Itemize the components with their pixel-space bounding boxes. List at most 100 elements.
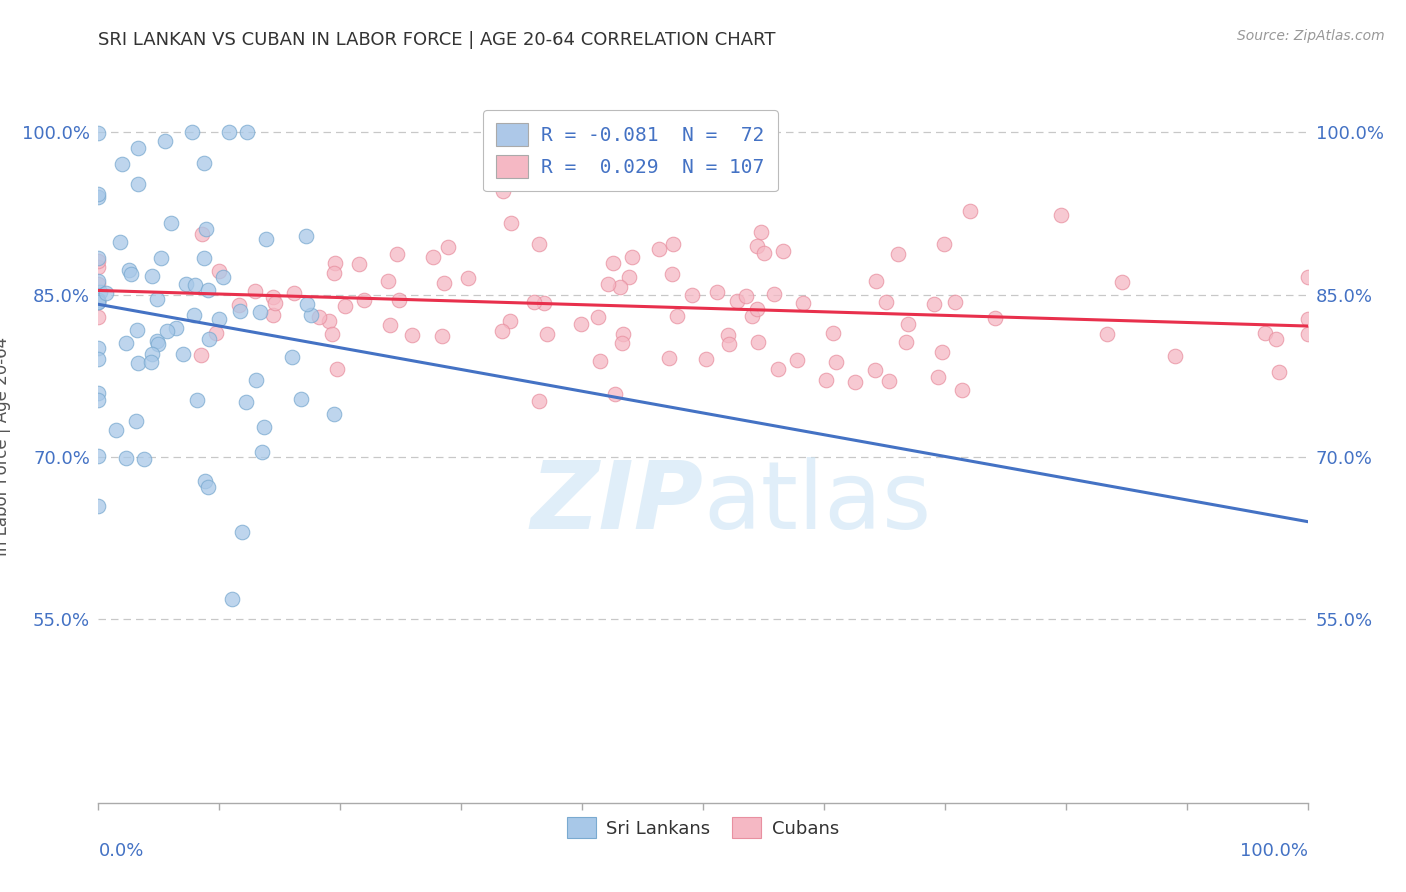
Point	[235, 125, 257, 139]
Point	[430, 329, 453, 343]
Point	[89, 285, 111, 300]
Point	[772, 244, 794, 259]
Point	[749, 225, 772, 239]
Point	[228, 298, 250, 312]
Point	[218, 125, 240, 139]
Point	[786, 352, 808, 367]
Point	[165, 321, 187, 335]
Point	[194, 474, 217, 488]
Point	[87, 295, 110, 310]
Point	[661, 267, 683, 281]
Point	[927, 369, 949, 384]
Point	[87, 341, 110, 355]
Point	[823, 326, 845, 340]
Point	[318, 314, 340, 328]
Point	[1111, 275, 1133, 289]
Point	[897, 318, 920, 332]
Point	[665, 309, 688, 323]
Point	[380, 318, 402, 332]
Point	[865, 362, 887, 376]
Text: 100.0%: 100.0%	[1240, 842, 1308, 860]
Point	[347, 257, 370, 271]
Point	[422, 251, 444, 265]
Point	[193, 155, 215, 169]
Point	[290, 392, 312, 407]
Point	[87, 449, 110, 463]
Point	[198, 333, 221, 347]
Point	[695, 352, 717, 367]
Point	[1095, 327, 1118, 342]
Point	[741, 310, 763, 324]
Point	[437, 240, 460, 254]
Point	[146, 334, 169, 348]
Text: Source: ZipAtlas.com: Source: ZipAtlas.com	[1237, 29, 1385, 43]
Point	[228, 303, 250, 318]
Point	[208, 312, 231, 326]
Point	[886, 247, 908, 261]
Point	[87, 251, 110, 265]
Point	[87, 294, 110, 309]
Point	[183, 309, 205, 323]
Point	[262, 290, 284, 304]
Point	[491, 324, 513, 338]
Y-axis label: In Labor Force | Age 20-64: In Labor Force | Age 20-64	[0, 336, 11, 556]
Point	[87, 126, 110, 140]
Point	[401, 327, 423, 342]
Point	[387, 247, 409, 261]
Point	[190, 348, 212, 362]
Text: ZIP: ZIP	[530, 457, 703, 549]
Point	[747, 301, 769, 316]
Point	[108, 235, 131, 249]
Point	[87, 274, 110, 288]
Point	[536, 326, 558, 341]
Text: 0.0%: 0.0%	[98, 842, 143, 860]
Point	[322, 407, 344, 421]
Point	[745, 239, 768, 253]
Point	[87, 190, 110, 204]
Point	[120, 267, 142, 281]
Point	[1253, 326, 1275, 341]
Point	[1296, 269, 1319, 284]
Point	[176, 277, 198, 291]
Point	[87, 254, 110, 268]
Point	[1296, 327, 1319, 342]
Point	[87, 260, 110, 274]
Point	[457, 271, 479, 285]
Point	[127, 323, 149, 337]
Point	[221, 591, 243, 606]
Point	[87, 293, 110, 308]
Point	[706, 285, 728, 299]
Point	[281, 351, 304, 365]
Legend: Sri Lankans, Cubans: Sri Lankans, Cubans	[560, 810, 846, 845]
Point	[433, 276, 456, 290]
Point	[1050, 208, 1073, 222]
Point	[87, 294, 110, 309]
Point	[377, 274, 399, 288]
Point	[388, 293, 411, 307]
Point	[717, 327, 740, 342]
Point	[598, 277, 620, 291]
Point	[87, 352, 110, 367]
Point	[1264, 333, 1286, 347]
Point	[87, 310, 110, 324]
Point	[283, 285, 305, 300]
Point	[879, 374, 901, 388]
Point	[139, 355, 162, 369]
Point	[186, 393, 208, 408]
Point	[569, 317, 592, 331]
Point	[172, 347, 194, 361]
Point	[146, 293, 169, 307]
Point	[959, 203, 981, 218]
Point	[256, 232, 278, 246]
Point	[943, 295, 966, 310]
Point	[193, 252, 215, 266]
Point	[754, 246, 776, 260]
Point	[501, 216, 523, 230]
Point	[141, 268, 163, 283]
Point	[1267, 365, 1289, 379]
Point	[498, 313, 520, 327]
Point	[125, 414, 148, 428]
Point	[661, 237, 683, 252]
Point	[648, 242, 671, 256]
Point	[94, 285, 117, 300]
